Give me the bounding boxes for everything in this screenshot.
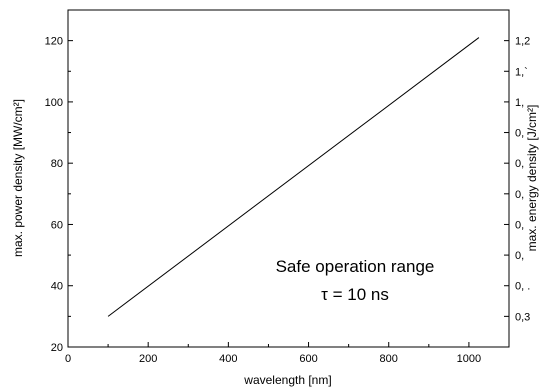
y-tick-label: 120 — [45, 36, 63, 48]
y2-tick-label: 0, — [515, 128, 524, 140]
y2-axis-ticks: 0,3 0, . 0, 0, 0, 0, 0, 1, 1,` 1,2 — [504, 36, 530, 323]
y-tick-label: 60 — [51, 219, 63, 231]
y-tick-label: 20 — [51, 342, 63, 354]
annotation-title: Safe operation range — [276, 257, 435, 276]
x-tick-label: 600 — [299, 353, 317, 365]
y2-tick-label: 0, — [515, 250, 524, 262]
y2-tick-label: 0, — [515, 158, 524, 170]
y2-tick-label: 0,3 — [515, 311, 530, 323]
y2-tick-label: 1, — [515, 97, 524, 109]
y2-tick-label: 0, — [515, 189, 524, 201]
x-axis-ticks: 0 200 400 600 800 1000 — [65, 342, 481, 365]
x-tick-label: 200 — [139, 353, 157, 365]
y-axis-label: max. power density [MW/cm²] — [11, 99, 25, 257]
y2-tick-label: 0, . — [515, 281, 530, 293]
x-tick-label: 800 — [380, 353, 398, 365]
x-axis-label: wavelength [nm] — [243, 373, 331, 387]
annotation-tau: τ = 10 ns — [321, 285, 389, 304]
y-tick-label: 80 — [51, 158, 63, 170]
series-group — [107, 37, 480, 317]
y-tick-label: 40 — [51, 281, 63, 293]
y2-tick-label: 0, — [515, 219, 524, 231]
y-axis-ticks: 20 40 60 80 100 120 — [45, 36, 73, 354]
x-tick-label: 400 — [219, 353, 237, 365]
y2-axis-label: max. energy density [J/cm²] — [525, 105, 539, 252]
y-tick-label: 100 — [45, 97, 63, 109]
plot-frame — [67, 9, 510, 348]
x-tick-label: 1000 — [457, 353, 481, 365]
y2-tick-label: 1,2 — [515, 36, 530, 48]
series-line — [107, 37, 480, 317]
y2-tick-label: 1,` — [515, 66, 528, 78]
x-tick-label: 0 — [65, 353, 71, 365]
